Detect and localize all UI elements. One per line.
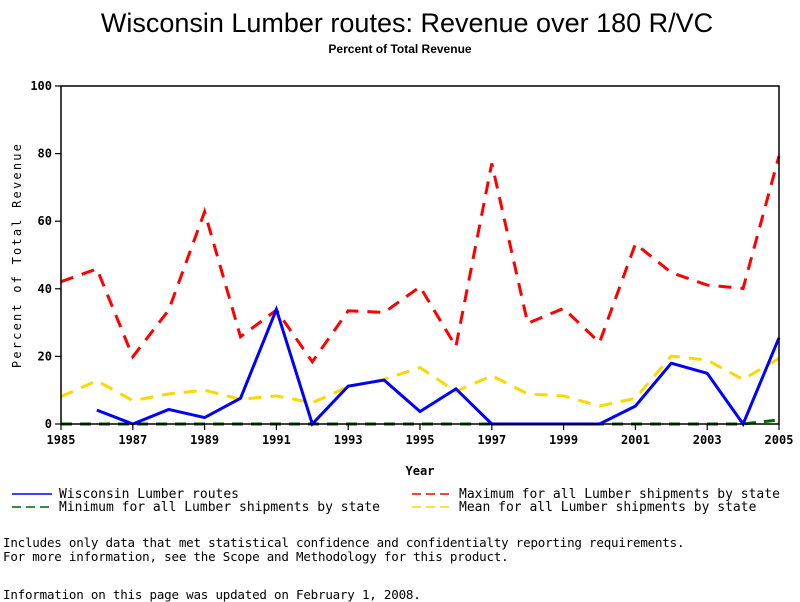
series-layer: [61, 156, 779, 424]
x-tick-label: 1997: [477, 433, 506, 447]
y-axis: 0 20 40 60 80 100: [30, 79, 61, 431]
legend-label: Mean for all Lumber shipments by state: [459, 500, 757, 515]
plot-frame: [61, 86, 779, 424]
legend-label: Minimum for all Lumber shipments by stat…: [59, 500, 380, 515]
x-tick-label: 1993: [334, 433, 363, 447]
x-tick-label: 2005: [765, 433, 794, 447]
y-tick-label: 80: [38, 147, 52, 161]
chart-title: Wisconsin Lumber routes: Revenue over 18…: [101, 8, 713, 38]
x-axis: 1985 1987 1989 1991 1993 1995 1997 1999 2001 2003…: [47, 424, 794, 447]
series-line: [61, 156, 779, 362]
series-line: [97, 309, 779, 424]
y-tick-label: 0: [45, 417, 52, 431]
line-chart: Wisconsin Lumber routes: Revenue over 18…: [0, 0, 800, 525]
y-tick-label: 40: [38, 282, 52, 296]
x-tick-label: 1999: [549, 433, 578, 447]
series-maximum-for-all-lumber-shipments-by-state: [61, 156, 779, 362]
y-tick-label: 60: [38, 214, 52, 228]
x-tick-label: 1995: [406, 433, 435, 447]
y-tick-label: 20: [38, 349, 52, 363]
y-tick-label: 100: [30, 79, 52, 93]
x-tick-label: 1987: [118, 433, 147, 447]
x-tick-label: 2001: [621, 433, 650, 447]
x-tick-label: 1991: [262, 433, 291, 447]
x-tick-label: 1989: [190, 433, 219, 447]
legend-item: Minimum for all Lumber shipments by stat…: [12, 500, 380, 515]
x-tick-label: 2003: [693, 433, 722, 447]
legend-item: Mean for all Lumber shipments by state: [412, 500, 757, 515]
y-axis-label: Percent of Total Revenue: [10, 142, 24, 368]
x-tick-label: 1985: [47, 433, 76, 447]
note-methodology: For more information, see the Scope and …: [3, 549, 508, 564]
chart-subtitle: Percent of Total Revenue: [328, 42, 471, 56]
series-wisconsin-lumber-routes: [97, 309, 779, 424]
note-confidence: Includes only data that met statistical …: [3, 535, 684, 550]
x-axis-label: Year: [406, 464, 435, 478]
